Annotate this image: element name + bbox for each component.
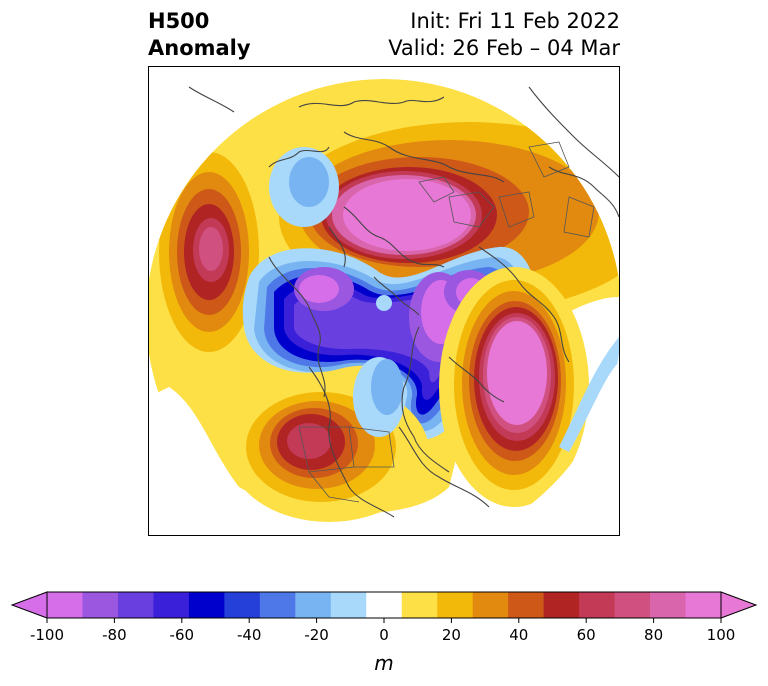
- colorbar-cell: [401, 592, 438, 618]
- valid-date: Valid: 26 Feb – 04 Mar: [388, 36, 620, 60]
- colorbar-cell: [650, 592, 687, 618]
- colorbar-tick-label: 0: [379, 626, 389, 644]
- colorbar-tick-label: 60: [577, 626, 596, 644]
- colorbar-tick-label: 20: [442, 626, 461, 644]
- colorbar-cell: [188, 592, 225, 618]
- colorbar-cell: [47, 592, 83, 618]
- colorbar: -100 -80 -60 -40 -20 0 20 40 60 80 100 m: [10, 591, 758, 675]
- colorbar-cell: [685, 592, 722, 618]
- anomaly-map-svg: [149, 67, 619, 535]
- colorbar-cell: [117, 592, 154, 618]
- plot-title: H500 Anomaly: [148, 8, 251, 62]
- political-borders: [298, 141, 595, 503]
- colorbar-tick-label: -100: [30, 626, 64, 644]
- colorbar-tick-label: 40: [509, 626, 528, 644]
- colorbar-extend-low: [10, 591, 48, 619]
- anomaly-map: [148, 66, 620, 536]
- coastlines: [188, 86, 619, 518]
- colorbar-cell: [366, 592, 403, 618]
- title-line-2: Anomaly: [148, 36, 251, 60]
- colorbar-extend-high: [720, 591, 758, 619]
- colorbar-tick-label: -60: [170, 626, 195, 644]
- colorbar-tick-label: -20: [304, 626, 329, 644]
- colorbar-tick-label: -40: [237, 626, 262, 644]
- title-line-1: H500: [148, 9, 210, 33]
- colorbar-cell: [614, 592, 651, 618]
- colorbar-cell: [224, 592, 261, 618]
- colorbar-cell: [330, 592, 367, 618]
- colorbar-cell: [259, 592, 296, 618]
- colorbar-cell: [543, 592, 580, 618]
- colorbar-tick-label: 80: [644, 626, 663, 644]
- colorbar-cell: [295, 592, 332, 618]
- init-date: Init: Fri 11 Feb 2022: [410, 9, 620, 33]
- colorbar-cell: [579, 592, 616, 618]
- colorbar-cell: [82, 592, 119, 618]
- date-info: Init: Fri 11 Feb 2022 Valid: 26 Feb – 04…: [388, 8, 620, 62]
- anomaly-contours: [149, 79, 619, 522]
- colorbar-cell: [472, 592, 509, 618]
- colorbar-cell: [437, 592, 474, 618]
- colorbar-ticks: -100 -80 -60 -40 -20 0 20 40 60 80 100: [30, 618, 735, 644]
- colorbar-cells: [10, 591, 758, 619]
- colorbar-tick-label: 100: [707, 626, 736, 644]
- colorbar-cell: [153, 592, 190, 618]
- colorbar-tick-label: -80: [102, 626, 127, 644]
- colorbar-unit-label: m: [374, 651, 393, 675]
- colorbar-cell: [508, 592, 545, 618]
